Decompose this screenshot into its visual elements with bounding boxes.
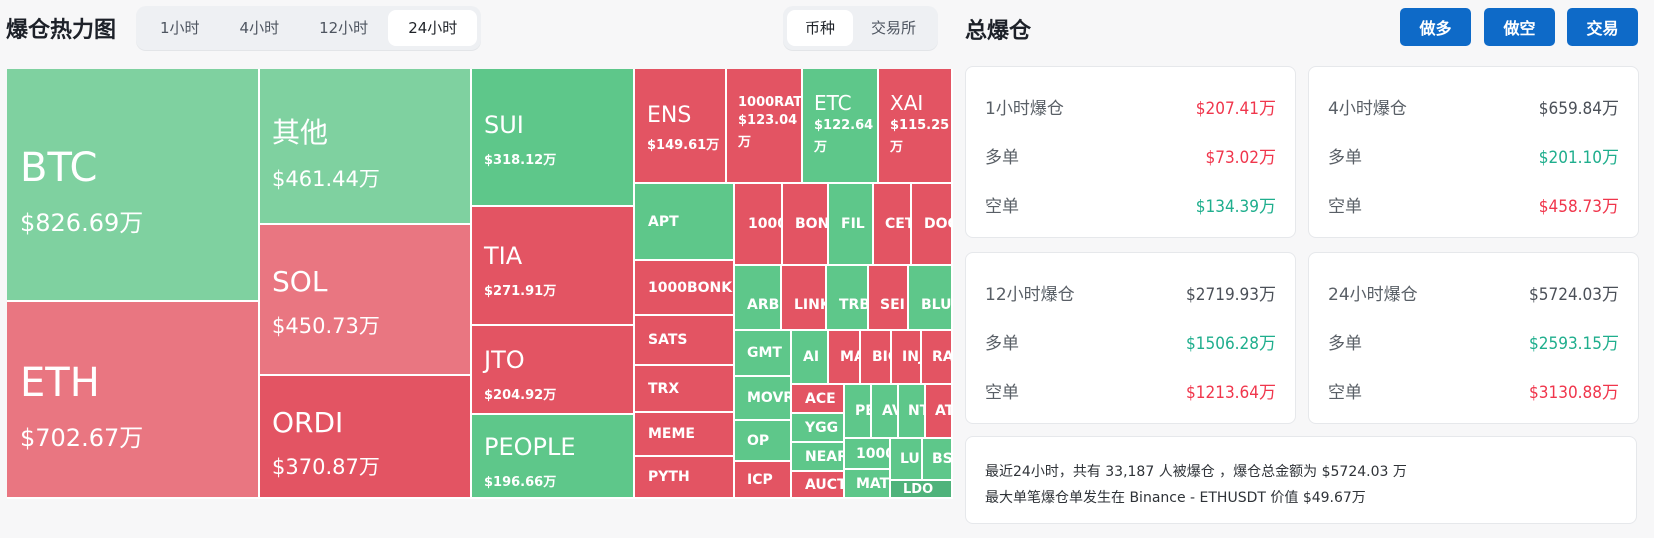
tile-avax[interactable]: AV [872, 385, 899, 439]
short-label: 空单 [1328, 197, 1362, 217]
tile-inj[interactable]: INJ [892, 331, 922, 385]
page-title: 爆仓热力图 [6, 18, 117, 43]
stat-card-12h: 12小时爆仓 $2719.93万 多单 $1506.28万 空单 $1213.6… [965, 252, 1296, 424]
tile-op[interactable]: OP [735, 421, 792, 462]
tile-bsv[interactable]: BS [923, 439, 953, 481]
long-label: 多单 [985, 334, 1019, 354]
tile-eth[interactable]: ETH $702.67万 [7, 302, 260, 499]
short-label: 空单 [1328, 383, 1362, 403]
long-label: 多单 [1328, 334, 1362, 354]
short-value: $458.73万 [1538, 197, 1619, 217]
long-label: 多单 [1328, 148, 1362, 168]
tile-arb[interactable]: ARB [735, 266, 782, 331]
tile-meme[interactable]: MEME [635, 413, 735, 457]
tile-auction[interactable]: AUCTI [792, 472, 845, 499]
stat-title: 1小时爆仓 [985, 99, 1064, 119]
tile-ntrn[interactable]: NT [899, 385, 926, 439]
tab-coin[interactable]: 币种 [787, 10, 854, 46]
stat-card-1h: 1小时爆仓 $207.41万 多单 $73.02万 空单 $134.39万 [965, 66, 1296, 238]
tile-lunc[interactable]: LU [891, 439, 923, 481]
stat-title: 12小时爆仓 [985, 285, 1075, 305]
tile-link[interactable]: LINK [782, 266, 827, 331]
tile-sats[interactable]: SATS [635, 316, 735, 366]
stat-title: 4小时爆仓 [1328, 99, 1407, 119]
tile-trx[interactable]: TRX [635, 366, 735, 413]
short-value: $134.39万 [1195, 197, 1276, 217]
long-value: $1506.28万 [1186, 334, 1276, 354]
tile-gmt[interactable]: GMT [735, 331, 792, 377]
tile-ordi[interactable]: ORDI $370.87万 [260, 376, 472, 499]
tile-people[interactable]: PEOPLE $196.66万 [472, 415, 635, 499]
tile-pyth[interactable]: PYTH [635, 457, 735, 499]
summary-line-1: 最近24小时，共有 33,187 人被爆仓 ，爆仓总金额为 $5724.03 万 [985, 464, 1407, 480]
tile-cet[interactable]: CET [874, 184, 912, 266]
long-value: $2593.15万 [1529, 334, 1619, 354]
tab-12h[interactable]: 12小时 [319, 19, 369, 37]
tile-sei[interactable]: SEI [869, 266, 909, 331]
tile-jto[interactable]: JTO $204.92万 [472, 326, 635, 415]
tile-xai[interactable]: XAI $115.25万 [879, 69, 953, 184]
tile-1000sats[interactable]: 1000S [735, 184, 783, 266]
stat-total: $659.84万 [1538, 99, 1619, 119]
tile-tia[interactable]: TIA $271.91万 [472, 207, 635, 326]
tile-doge[interactable]: DOG [912, 184, 953, 266]
group-by-tabs: 币种 交易所 [783, 6, 939, 50]
short-label: 空单 [985, 197, 1019, 217]
tile-manta[interactable]: MA [829, 331, 861, 385]
stat-total: $207.41万 [1195, 99, 1276, 119]
tab-24h[interactable]: 24小时 [388, 10, 478, 46]
tile-ray[interactable]: RA [922, 331, 953, 385]
short-value: $1213.64万 [1186, 383, 1276, 403]
tile-1000rats[interactable]: 1000RATS $123.04万 [727, 69, 803, 184]
tile-fil[interactable]: FIL [829, 184, 874, 266]
summary-line-2: 最大单笔爆仓单发生在 Binance - ETHUSDT 价值 $49.67万 [985, 490, 1366, 506]
tile-ai[interactable]: AI [792, 331, 829, 385]
stat-total: $5724.03万 [1529, 285, 1619, 305]
tile-ace[interactable]: ACE [792, 385, 845, 414]
tile-ygg[interactable]: YGG [792, 414, 845, 443]
tile-bigtime[interactable]: BIG [861, 331, 892, 385]
tile-ldo[interactable]: LDO [891, 481, 953, 499]
stat-title: 24小时爆仓 [1328, 285, 1418, 305]
tile-movr[interactable]: MOVR [735, 377, 792, 421]
time-range-tabs: 1小时 4小时 12小时 24小时 [136, 6, 482, 50]
long-value: $73.02万 [1205, 148, 1277, 168]
stat-total: $2719.93万 [1186, 285, 1276, 305]
tile-matic[interactable]: MATI [845, 470, 891, 499]
tile-trb[interactable]: TRB [827, 266, 869, 331]
tile-etc[interactable]: ETC $122.64万 [803, 69, 879, 184]
tile-blur[interactable]: BLUI [909, 266, 953, 331]
tile-btc[interactable]: BTC $826.69万 [7, 69, 260, 302]
tab-4h[interactable]: 4小时 [239, 19, 280, 37]
total-liquidation-title: 总爆仓 [965, 19, 1032, 44]
long-value: $201.10万 [1538, 148, 1619, 168]
short-value: $3130.88万 [1529, 383, 1619, 403]
trade-button[interactable]: 交易 [1567, 8, 1638, 46]
tile-apt[interactable]: APT [635, 184, 735, 261]
tile-ens[interactable]: ENS $149.61万 [635, 69, 727, 184]
short-label: 空单 [985, 383, 1019, 403]
tile-others[interactable]: 其他 $461.44万 [260, 69, 472, 225]
tab-exchange[interactable]: 交易所 [871, 19, 917, 37]
tab-1h[interactable]: 1小时 [160, 19, 200, 37]
stat-card-24h: 24小时爆仓 $5724.03万 多单 $2593.15万 空单 $3130.8… [1308, 252, 1639, 424]
tile-1000x[interactable]: 1000 [845, 439, 891, 470]
tile-atom[interactable]: AT [926, 385, 953, 439]
tile-sol[interactable]: SOL $450.73万 [260, 225, 472, 376]
tile-near[interactable]: NEAR [792, 443, 845, 472]
summary-card: 最近24小时，共有 33,187 人被爆仓 ，爆仓总金额为 $5724.03 万… [965, 436, 1637, 524]
short-button[interactable]: 做空 [1484, 8, 1555, 46]
tile-pepe[interactable]: PE [845, 385, 872, 439]
liquidation-heatmap: BTC $826.69万 ETH $702.67万 其他 $461.44万 SO… [7, 69, 953, 499]
tile-1000bonk[interactable]: 1000BONK [635, 261, 735, 316]
tile-icp[interactable]: ICP [735, 462, 792, 499]
tile-bonk[interactable]: BONK [783, 184, 829, 266]
long-label: 多单 [985, 148, 1019, 168]
stat-card-4h: 4小时爆仓 $659.84万 多单 $201.10万 空单 $458.73万 [1308, 66, 1639, 238]
long-button[interactable]: 做多 [1400, 8, 1471, 46]
tile-sui[interactable]: SUI $318.12万 [472, 69, 635, 207]
